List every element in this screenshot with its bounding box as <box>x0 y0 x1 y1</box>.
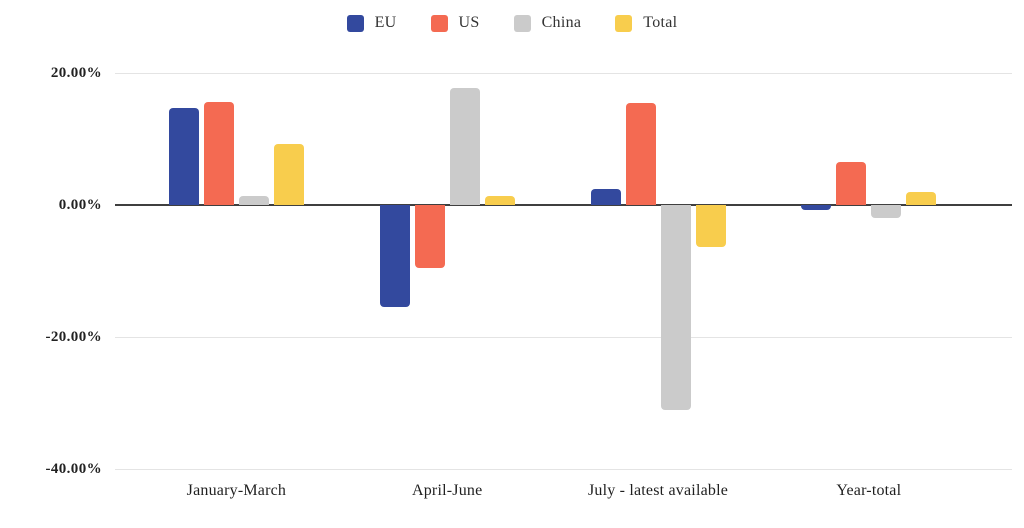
bar-april-june-china <box>449 88 480 205</box>
legend-item-us: US <box>430 14 480 32</box>
bar-april-june-us <box>414 205 445 269</box>
legend-swatch-china <box>513 14 531 32</box>
legend-label: Total <box>643 14 678 31</box>
bar-year-total-total <box>906 191 937 205</box>
gridline-20 <box>115 73 1012 74</box>
x-category-label-july-latest-available: July - latest available <box>587 482 729 499</box>
bar-january-march-total <box>273 143 304 205</box>
y-tick-label: -20.00% <box>45 329 102 345</box>
bar-january-march-eu <box>168 107 199 205</box>
legend-swatch-total <box>615 14 633 32</box>
legend-item-eu: EU <box>346 14 397 32</box>
bar-april-june-eu <box>379 205 410 308</box>
legend-item-total: Total <box>615 14 677 32</box>
bar-april-june-total <box>484 196 515 205</box>
legend-item-china: China <box>513 14 582 32</box>
chart-legend: EU US China Total <box>0 14 1024 32</box>
legend-swatch-us <box>430 14 448 32</box>
y-tick-label: 20.00% <box>50 65 102 81</box>
bar-year-total-china <box>871 205 902 218</box>
x-category-label-year-total: Year-total <box>836 482 902 499</box>
legend-label: EU <box>374 14 397 31</box>
zero-axis-line <box>115 204 1012 206</box>
x-category-label-april-june: April-June <box>411 482 483 499</box>
bar-july-latest-available-china <box>660 205 691 410</box>
gridline--20 <box>115 337 1012 338</box>
y-tick-label: -40.00% <box>45 461 102 477</box>
legend-label: US <box>458 14 480 31</box>
y-tick-label: 0.00% <box>58 197 102 213</box>
bar-year-total-eu <box>801 205 832 210</box>
bar-july-latest-available-eu <box>590 189 621 205</box>
legend-swatch-eu <box>346 14 364 32</box>
bar-year-total-us <box>836 162 867 205</box>
bar-january-march-china <box>238 195 269 205</box>
bar-july-latest-available-total <box>695 205 726 248</box>
legend-label: China <box>541 14 582 31</box>
bar-july-latest-available-us <box>625 103 656 205</box>
bar-january-march-us <box>203 102 234 205</box>
x-category-label-january-march: January-March <box>186 482 287 499</box>
gridline--40 <box>115 469 1012 470</box>
